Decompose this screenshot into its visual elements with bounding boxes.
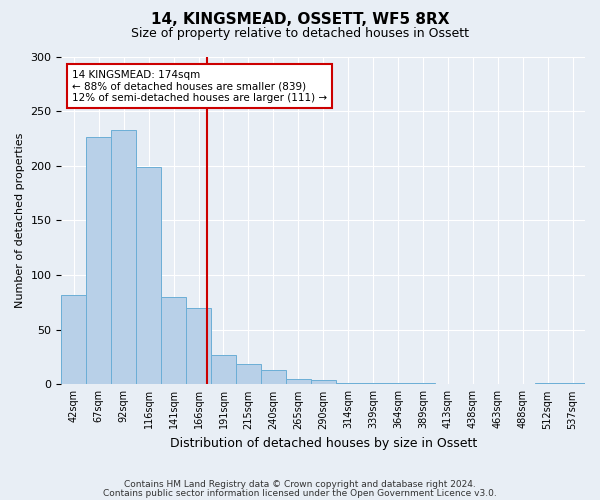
Bar (86, 138, 111, 384)
Bar (61, 295, 86, 384)
Text: Size of property relative to detached houses in Ossett: Size of property relative to detached ho… (131, 28, 469, 40)
Bar (286, 379, 311, 384)
Text: Contains public sector information licensed under the Open Government Licence v3: Contains public sector information licen… (103, 488, 497, 498)
Bar (161, 297, 186, 384)
Bar (236, 364, 261, 384)
Text: 14 KINGSMEAD: 174sqm
← 88% of detached houses are smaller (839)
12% of semi-deta: 14 KINGSMEAD: 174sqm ← 88% of detached h… (72, 70, 327, 103)
X-axis label: Distribution of detached houses by size in Ossett: Distribution of detached houses by size … (170, 437, 477, 450)
Text: Contains HM Land Registry data © Crown copyright and database right 2024.: Contains HM Land Registry data © Crown c… (124, 480, 476, 489)
Bar (136, 167, 161, 384)
Bar (111, 130, 136, 384)
Y-axis label: Number of detached properties: Number of detached properties (15, 133, 25, 308)
Text: 14, KINGSMEAD, OSSETT, WF5 8RX: 14, KINGSMEAD, OSSETT, WF5 8RX (151, 12, 449, 28)
Bar (186, 308, 211, 384)
Bar (211, 355, 236, 384)
Bar (311, 380, 335, 384)
Bar (261, 370, 286, 384)
